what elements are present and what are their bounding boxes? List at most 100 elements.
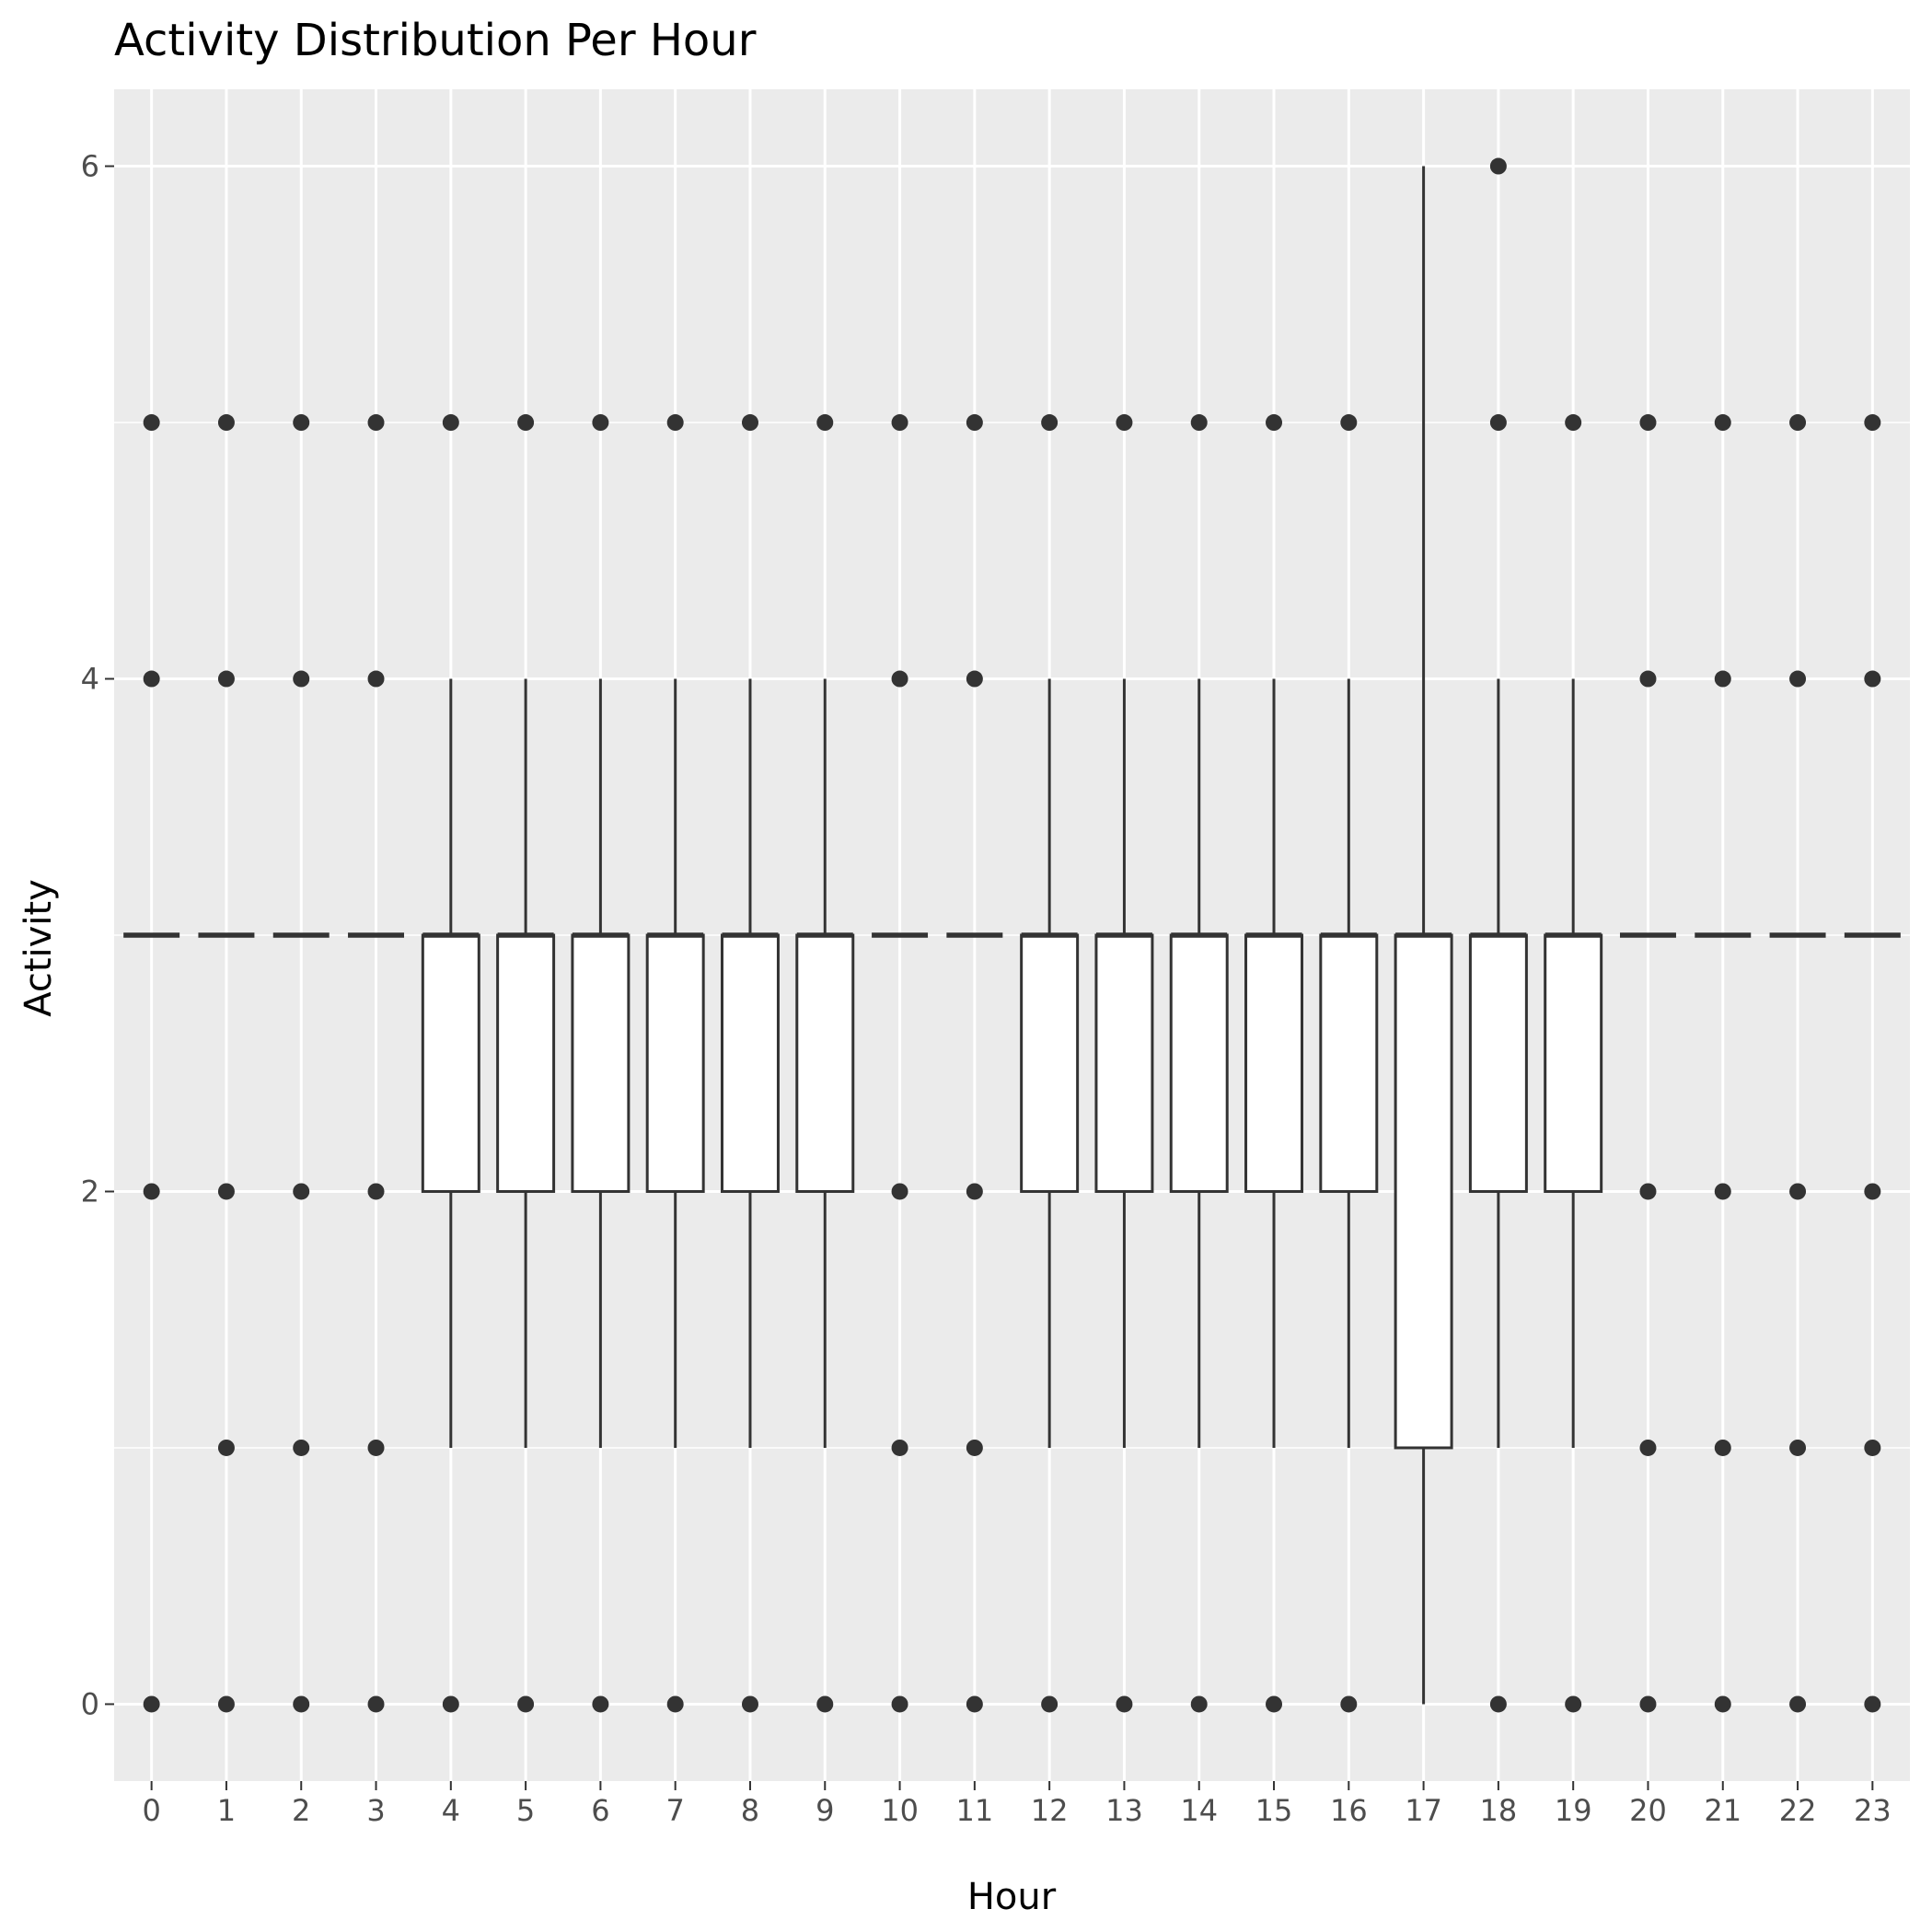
outlier-point — [966, 1439, 983, 1456]
outlier-point — [891, 670, 908, 688]
box-series — [123, 157, 1901, 1713]
iqr-box — [1544, 933, 1603, 1193]
x-tick-label: 8 — [741, 1793, 759, 1828]
outlier-point — [592, 1695, 609, 1713]
outlier-point — [1789, 670, 1807, 688]
x-tick-label: 20 — [1629, 1793, 1667, 1828]
outlier-point — [293, 414, 310, 432]
outlier-point — [816, 414, 834, 432]
box-hour-0 — [123, 414, 180, 1713]
outlier-point — [1714, 1439, 1731, 1456]
y-tick-label: 4 — [81, 662, 99, 697]
outlier-point — [217, 1439, 235, 1456]
iqr-box — [645, 933, 705, 1193]
outlier-point — [143, 1183, 160, 1200]
box-hour-7 — [645, 414, 705, 1713]
x-tick-label: 9 — [816, 1793, 834, 1828]
outlier-point — [966, 1183, 983, 1200]
x-tick-label: 11 — [955, 1793, 993, 1828]
box-hour-5 — [496, 414, 556, 1713]
box-hour-11 — [946, 414, 1003, 1713]
outlier-point — [966, 1695, 983, 1713]
outlier-point — [143, 414, 160, 432]
box-hour-6 — [571, 414, 631, 1713]
y-axis-title: Activity — [17, 879, 60, 1017]
outlier-point — [1714, 670, 1731, 688]
outlier-point — [293, 1183, 310, 1200]
outlier-point — [442, 414, 459, 432]
iqr-box — [1094, 933, 1154, 1193]
outlier-point — [1864, 1695, 1881, 1713]
box-hour-10 — [872, 414, 929, 1713]
x-tick-label: 17 — [1405, 1793, 1442, 1828]
box-hour-8 — [720, 414, 780, 1713]
outlier-point — [1789, 414, 1807, 432]
outlier-point — [1041, 1695, 1059, 1713]
outlier-point — [293, 670, 310, 688]
outlier-point — [1639, 670, 1657, 688]
iqr-box — [720, 933, 780, 1193]
outlier-point — [1489, 414, 1507, 432]
x-tick-label: 6 — [591, 1793, 609, 1828]
outlier-point — [1489, 157, 1507, 175]
box-hour-21 — [1695, 414, 1752, 1713]
iqr-box — [496, 933, 556, 1193]
outlier-point — [1714, 1695, 1731, 1713]
outlier-point — [517, 414, 535, 432]
outlier-point — [367, 1439, 385, 1456]
outlier-point — [1565, 1695, 1582, 1713]
x-tick-label: 19 — [1555, 1793, 1592, 1828]
outlier-point — [367, 1695, 385, 1713]
box-hour-23 — [1844, 414, 1901, 1713]
x-axis-title: Hour — [967, 1876, 1057, 1918]
outlier-point — [367, 1183, 385, 1200]
outlier-point — [1489, 1695, 1507, 1713]
x-tick-label: 3 — [366, 1793, 385, 1828]
outlier-point — [293, 1439, 310, 1456]
outlier-point — [741, 1695, 758, 1713]
outlier-point — [217, 670, 235, 688]
outlier-point — [891, 1439, 908, 1456]
box-hour-14 — [1169, 414, 1229, 1713]
outlier-point — [1789, 1439, 1807, 1456]
outlier-point — [1190, 1695, 1208, 1713]
outlier-point — [1864, 1439, 1881, 1456]
x-tick-label: 4 — [442, 1793, 460, 1828]
box-hour-15 — [1244, 414, 1304, 1713]
x-tick-label: 7 — [666, 1793, 685, 1828]
outlier-point — [1714, 1183, 1731, 1200]
iqr-box — [1319, 933, 1379, 1193]
outlier-point — [891, 1695, 908, 1713]
outlier-point — [1864, 1183, 1881, 1200]
y-tick-label: 6 — [81, 149, 99, 184]
x-tick-label: 13 — [1105, 1793, 1143, 1828]
outlier-point — [1565, 414, 1582, 432]
outlier-point — [1864, 670, 1881, 688]
x-tick-label: 0 — [142, 1793, 160, 1828]
outlier-point — [891, 1183, 908, 1200]
outlier-point — [1789, 1183, 1807, 1200]
x-tick-label: 12 — [1031, 1793, 1069, 1828]
outlier-point — [1266, 1695, 1283, 1713]
outlier-point — [966, 414, 983, 432]
outlier-point — [1714, 414, 1731, 432]
outlier-point — [592, 414, 609, 432]
iqr-box — [1244, 933, 1304, 1193]
outlier-point — [1266, 414, 1283, 432]
outlier-point — [367, 670, 385, 688]
outlier-point — [1639, 1695, 1657, 1713]
outlier-point — [1639, 1439, 1657, 1456]
iqr-box — [795, 933, 855, 1193]
outlier-point — [293, 1695, 310, 1713]
box-hour-16 — [1319, 414, 1379, 1713]
box-hour-17 — [1394, 166, 1453, 1705]
iqr-box — [421, 933, 480, 1193]
box-hour-12 — [1020, 414, 1080, 1713]
box-hour-22 — [1769, 414, 1826, 1713]
box-hour-3 — [348, 414, 405, 1713]
box-hour-13 — [1094, 414, 1154, 1713]
outlier-point — [217, 1695, 235, 1713]
outlier-point — [217, 1183, 235, 1200]
